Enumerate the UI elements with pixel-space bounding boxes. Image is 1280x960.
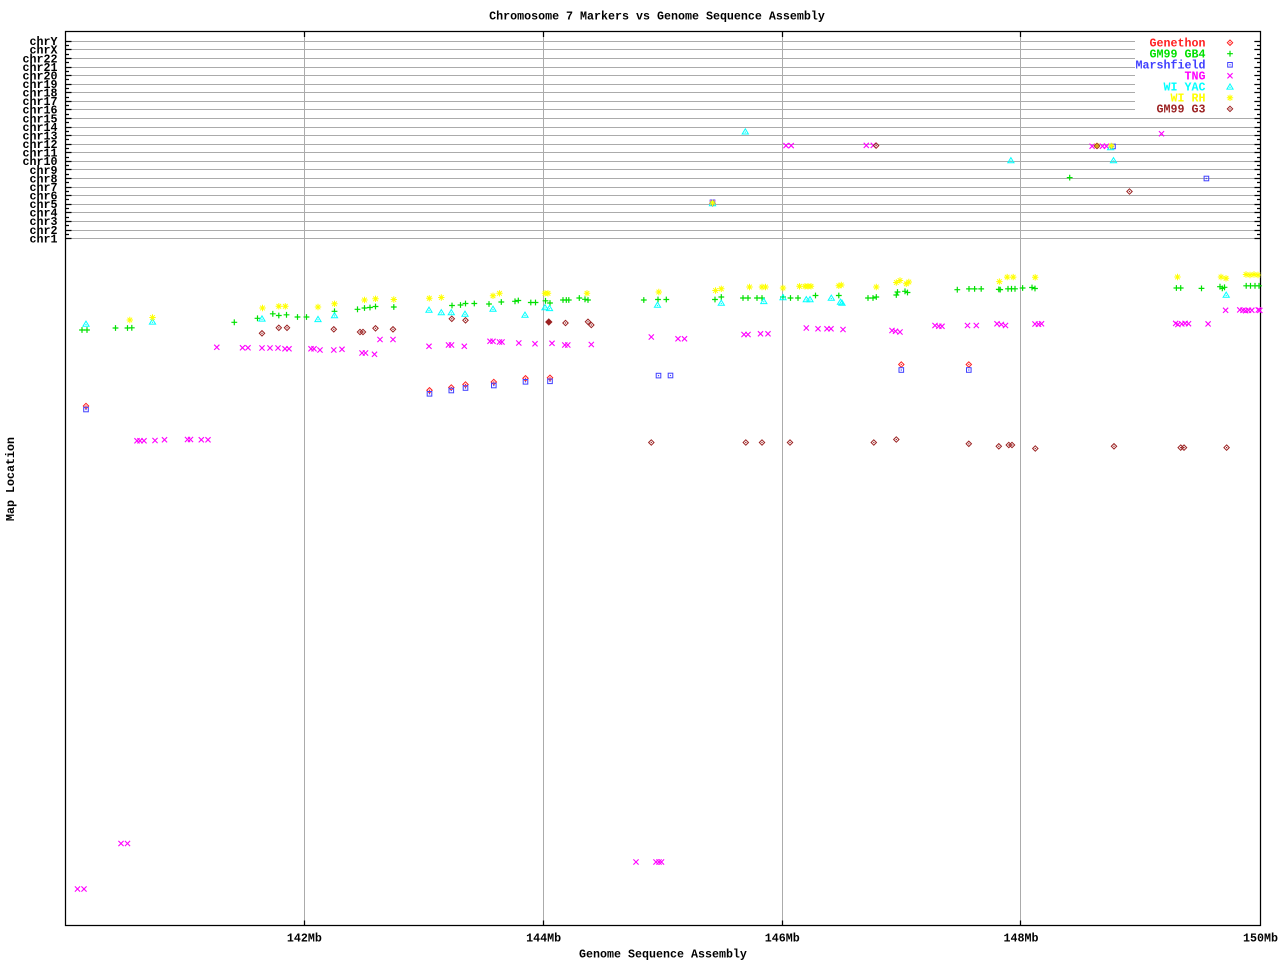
svg-text:chr16: chr16 bbox=[23, 104, 58, 118]
svg-text:chr12: chr12 bbox=[23, 138, 58, 152]
svg-text:chrX: chrX bbox=[30, 44, 58, 58]
svg-text:WI RH: WI RH bbox=[1171, 92, 1206, 106]
svg-text:chr15: chr15 bbox=[23, 112, 58, 126]
svg-text:chr8: chr8 bbox=[30, 172, 58, 186]
svg-text:chr4: chr4 bbox=[30, 207, 58, 221]
svg-text:Chromosome 7 Markers vs Genome: Chromosome 7 Markers vs Genome Sequence … bbox=[489, 10, 825, 24]
svg-text:GM99 G3: GM99 G3 bbox=[1157, 103, 1206, 117]
svg-text:chr14: chr14 bbox=[23, 121, 58, 135]
svg-text:146Mb: 146Mb bbox=[765, 932, 800, 946]
svg-text:144Mb: 144Mb bbox=[526, 932, 561, 946]
svg-text:Map Location: Map Location bbox=[4, 437, 18, 521]
svg-text:chr13: chr13 bbox=[23, 130, 58, 144]
svg-text:chr9: chr9 bbox=[30, 164, 58, 178]
svg-text:chr20: chr20 bbox=[23, 69, 58, 83]
svg-text:chr19: chr19 bbox=[23, 78, 58, 92]
svg-text:chr10: chr10 bbox=[23, 155, 58, 169]
svg-text:chr22: chr22 bbox=[23, 52, 58, 66]
svg-text:GM99 GB4: GM99 GB4 bbox=[1150, 48, 1206, 62]
svg-text:chr21: chr21 bbox=[23, 61, 58, 75]
svg-text:chr7: chr7 bbox=[30, 181, 58, 195]
svg-text:148Mb: 148Mb bbox=[1004, 932, 1039, 946]
svg-text:chr11: chr11 bbox=[23, 147, 58, 161]
svg-text:chr3: chr3 bbox=[30, 215, 58, 229]
svg-text:chr2: chr2 bbox=[30, 224, 58, 238]
svg-text:Genethon: Genethon bbox=[1150, 37, 1206, 51]
svg-text:chr6: chr6 bbox=[30, 190, 58, 204]
svg-text:TNG: TNG bbox=[1185, 70, 1206, 84]
svg-text:WI YAC: WI YAC bbox=[1164, 81, 1206, 95]
svg-text:chr18: chr18 bbox=[23, 87, 58, 101]
svg-text:Marshfield: Marshfield bbox=[1136, 59, 1206, 73]
svg-text:chr1: chr1 bbox=[30, 232, 58, 246]
svg-text:chr5: chr5 bbox=[30, 198, 58, 212]
svg-text:chr17: chr17 bbox=[23, 95, 58, 109]
svg-text:chrY: chrY bbox=[30, 35, 58, 49]
svg-text:142Mb: 142Mb bbox=[287, 932, 322, 946]
svg-text:150Mb: 150Mb bbox=[1243, 932, 1278, 946]
svg-text:Genome Sequence Assembly: Genome Sequence Assembly bbox=[579, 948, 747, 960]
